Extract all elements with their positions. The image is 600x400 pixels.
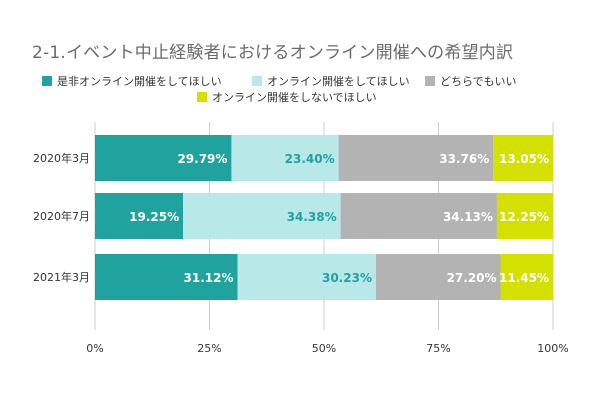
category-label: 2021年3月 bbox=[33, 270, 90, 284]
data-label: 13.05% bbox=[499, 152, 549, 166]
data-label: 23.40% bbox=[285, 152, 335, 166]
bar-segment bbox=[183, 193, 341, 239]
legend-label: オンライン開催をしないでほしい bbox=[212, 91, 377, 104]
bar-segment bbox=[340, 193, 497, 239]
bar-segment bbox=[375, 254, 501, 300]
data-label: 29.79% bbox=[177, 152, 227, 166]
legend-item-strongly-want: 是非オンライン開催をしてほしい bbox=[42, 73, 222, 89]
legend-label: オンライン開催をしてほしい bbox=[267, 75, 410, 88]
data-label: 27.20% bbox=[447, 271, 497, 285]
legend-swatch bbox=[252, 76, 262, 86]
x-tick-label: 100% bbox=[537, 342, 568, 355]
x-tick-label: 25% bbox=[197, 342, 221, 355]
data-label: 12.25% bbox=[499, 210, 549, 224]
category-label: 2020年3月 bbox=[33, 151, 90, 165]
bar-segment bbox=[496, 193, 554, 239]
category-label: 2020年7月 bbox=[33, 209, 90, 223]
bar-segment bbox=[500, 254, 553, 300]
legend-swatch bbox=[42, 76, 52, 86]
data-label: 11.45% bbox=[499, 271, 549, 285]
legend-swatch bbox=[425, 76, 435, 86]
bar-segment bbox=[231, 135, 339, 181]
data-label: 34.38% bbox=[287, 210, 337, 224]
bar-segment bbox=[237, 254, 376, 300]
legend-swatch bbox=[197, 92, 207, 102]
bar-segment bbox=[95, 193, 184, 239]
data-label: 33.76% bbox=[439, 152, 489, 166]
legend-label: どちらでもいい bbox=[440, 75, 517, 88]
chart-title: 2-1.イベント中止経験者におけるオンライン開催への希望内訳 bbox=[32, 43, 514, 63]
data-label: 31.12% bbox=[184, 271, 234, 285]
data-label: 34.13% bbox=[443, 210, 493, 224]
bar-segment bbox=[493, 135, 553, 181]
x-tick-label: 50% bbox=[312, 342, 336, 355]
legend-item-either: どちらでもいい bbox=[425, 73, 516, 89]
bar-segment bbox=[95, 254, 238, 300]
x-tick-label: 0% bbox=[86, 342, 103, 355]
legend-item-want: オンライン開催をしてほしい bbox=[252, 73, 410, 89]
bar-segment bbox=[338, 135, 494, 181]
legend-label: 是非オンライン開催をしてほしい bbox=[57, 75, 222, 88]
data-label: 30.23% bbox=[322, 271, 372, 285]
data-label: 19.25% bbox=[129, 210, 179, 224]
bar-segment bbox=[95, 135, 232, 181]
legend-item-do-not-want: オンライン開催をしないでほしい bbox=[197, 89, 377, 105]
x-tick-label: 75% bbox=[426, 342, 450, 355]
